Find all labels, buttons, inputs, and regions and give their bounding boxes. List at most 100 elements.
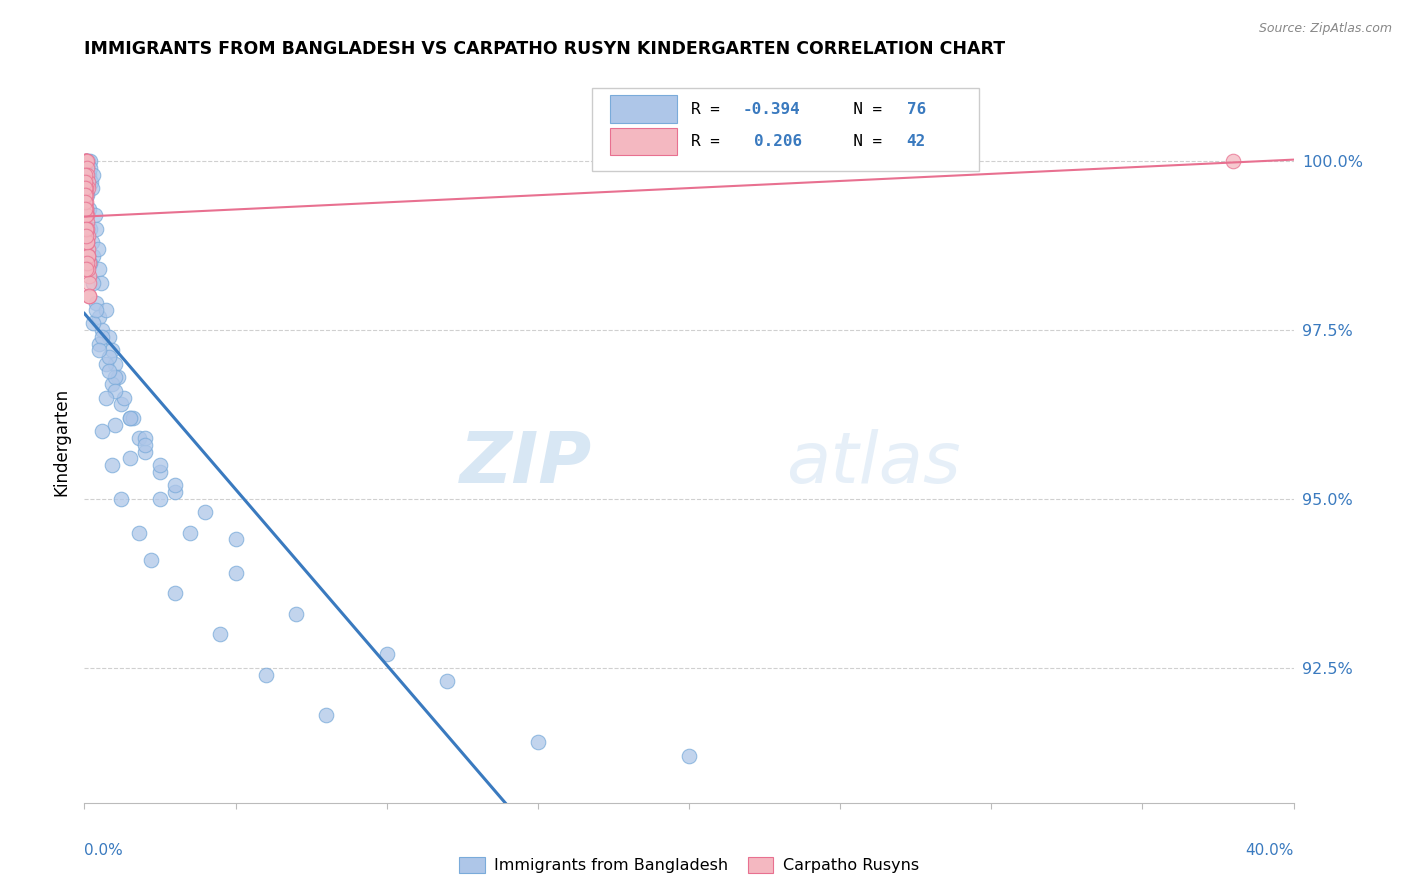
Point xyxy=(76,161,98,175)
Point xyxy=(91,425,114,439)
Text: -0.394: -0.394 xyxy=(742,102,800,117)
Point xyxy=(87,242,110,256)
Point xyxy=(73,194,96,209)
Point xyxy=(89,310,111,324)
Point xyxy=(94,357,117,371)
Point xyxy=(121,411,143,425)
Point xyxy=(75,154,97,169)
Point xyxy=(76,168,98,182)
Point xyxy=(97,350,120,364)
Point xyxy=(76,154,98,169)
Point xyxy=(139,552,162,566)
Point xyxy=(76,194,98,209)
Point xyxy=(82,276,104,290)
Point xyxy=(82,249,104,263)
Text: R =: R = xyxy=(692,134,740,149)
Point xyxy=(165,478,187,492)
Point xyxy=(134,438,156,452)
Point xyxy=(100,377,122,392)
Point xyxy=(77,181,100,195)
Point xyxy=(76,175,98,189)
Point xyxy=(149,465,172,479)
Text: N =: N = xyxy=(834,102,891,117)
Point xyxy=(254,667,277,681)
Point xyxy=(76,235,98,250)
Point xyxy=(75,222,97,236)
Point xyxy=(100,458,122,472)
Point xyxy=(104,417,127,432)
Text: R =: R = xyxy=(692,102,730,117)
Point xyxy=(134,431,156,445)
Text: N =: N = xyxy=(834,134,891,149)
Point xyxy=(77,242,100,256)
Point xyxy=(75,188,97,202)
Point xyxy=(73,202,96,216)
Point xyxy=(75,262,97,277)
Point xyxy=(90,276,112,290)
FancyBboxPatch shape xyxy=(592,87,979,170)
Point xyxy=(75,154,97,169)
Text: atlas: atlas xyxy=(786,429,960,498)
Point xyxy=(77,202,100,216)
Point xyxy=(134,444,156,458)
Point xyxy=(79,222,101,236)
Point xyxy=(77,168,100,182)
Point xyxy=(77,154,100,169)
Point xyxy=(76,228,98,243)
Point xyxy=(118,411,141,425)
Point xyxy=(76,208,98,222)
Point xyxy=(149,491,172,506)
Point xyxy=(165,586,187,600)
Point xyxy=(75,181,97,195)
Point xyxy=(79,154,101,169)
Point xyxy=(80,181,103,195)
Point xyxy=(118,411,141,425)
Point xyxy=(527,735,550,749)
Point xyxy=(76,161,98,175)
Point xyxy=(94,302,117,317)
Point xyxy=(77,249,100,263)
Point xyxy=(77,289,100,303)
Point xyxy=(86,302,108,317)
Point xyxy=(375,647,398,661)
Point xyxy=(73,188,96,202)
Y-axis label: Kindergarten: Kindergarten xyxy=(52,387,70,496)
Point xyxy=(97,364,120,378)
Point xyxy=(104,384,127,398)
Point xyxy=(107,370,129,384)
Point xyxy=(91,323,114,337)
Point xyxy=(77,276,100,290)
Point xyxy=(77,249,100,263)
Point xyxy=(315,708,337,723)
Text: 76: 76 xyxy=(907,102,925,117)
Text: 0.0%: 0.0% xyxy=(84,843,124,858)
Point xyxy=(194,505,217,519)
Point xyxy=(77,255,100,269)
Point xyxy=(76,188,98,202)
Point xyxy=(82,317,104,331)
Point xyxy=(79,161,101,175)
Point xyxy=(225,566,247,581)
Text: ZIP: ZIP xyxy=(460,429,592,498)
Text: IMMIGRANTS FROM BANGLADESH VS CARPATHO RUSYN KINDERGARTEN CORRELATION CHART: IMMIGRANTS FROM BANGLADESH VS CARPATHO R… xyxy=(84,40,1005,58)
Point xyxy=(110,491,132,506)
Point xyxy=(149,458,172,472)
Point xyxy=(1222,154,1244,169)
Point xyxy=(75,154,97,169)
Legend: Immigrants from Bangladesh, Carpatho Rusyns: Immigrants from Bangladesh, Carpatho Rus… xyxy=(453,850,925,880)
Point xyxy=(73,154,96,169)
Text: 40.0%: 40.0% xyxy=(1246,843,1294,858)
Point xyxy=(77,289,100,303)
Point xyxy=(75,168,97,182)
Point xyxy=(118,451,141,466)
Point xyxy=(75,181,97,195)
Point xyxy=(104,357,127,371)
Point xyxy=(73,175,96,189)
Point xyxy=(209,627,232,641)
Point xyxy=(77,269,100,284)
Point xyxy=(89,343,111,358)
Point xyxy=(80,235,103,250)
Point xyxy=(75,208,97,222)
Point xyxy=(80,175,103,189)
Point xyxy=(75,154,97,169)
